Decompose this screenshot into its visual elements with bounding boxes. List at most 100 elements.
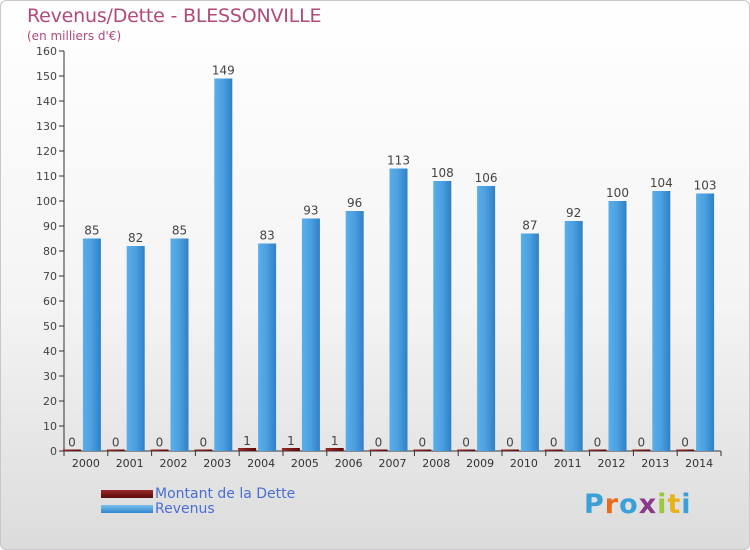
logo-letter: x [638, 489, 658, 520]
logo-letter: i [681, 489, 692, 520]
y-tick-label: 60 [43, 295, 57, 308]
logo-letter: o [619, 489, 639, 520]
x-tick-label: 2003 [203, 457, 231, 470]
data-label-dette: 0 [199, 436, 207, 450]
x-tick-label: 2004 [247, 457, 275, 470]
bar-dette [106, 449, 125, 451]
y-tick-label: 90 [43, 220, 57, 233]
data-label-revenus: 149 [212, 64, 235, 78]
data-label-revenus: 93 [303, 204, 318, 218]
bar-dette [457, 449, 476, 451]
bar-dette [150, 449, 169, 451]
x-tick-label: 2012 [598, 457, 626, 470]
bar-revenus [608, 201, 627, 451]
x-tick-label: 2002 [160, 457, 188, 470]
y-tick-label: 50 [43, 320, 57, 333]
y-tick-label: 100 [36, 195, 57, 208]
legend-item-revenus: Revenus [101, 502, 295, 517]
legend-item-dette: Montant de la Dette [101, 487, 295, 502]
data-label-dette: 0 [462, 436, 470, 450]
data-label-dette: 1 [331, 434, 339, 448]
data-label-revenus: 106 [475, 171, 498, 185]
legend-label-revenus: Revenus [155, 501, 215, 517]
logo-letter: t [667, 489, 682, 520]
data-label-revenus: 108 [431, 166, 454, 180]
legend-swatch-revenus [101, 505, 153, 513]
legend-swatch-dette [101, 490, 153, 498]
x-tick-label: 2013 [641, 457, 669, 470]
y-tick-label: 110 [36, 170, 57, 183]
data-label-dette: 0 [112, 436, 120, 450]
x-tick-label: 2006 [335, 457, 363, 470]
bar-dette [194, 449, 213, 451]
data-label-dette: 0 [418, 436, 426, 450]
bar-revenus [258, 243, 277, 451]
x-tick-label: 2011 [554, 457, 582, 470]
data-label-dette: 1 [243, 434, 251, 448]
x-tick-label: 2000 [72, 457, 100, 470]
legend-label-dette: Montant de la Dette [155, 486, 296, 502]
y-tick-label: 70 [43, 270, 57, 283]
x-tick-label: 2014 [685, 457, 713, 470]
bar-revenus [126, 246, 145, 451]
bar-revenus [477, 186, 496, 451]
y-tick-label: 80 [43, 245, 57, 258]
data-label-dette: 1 [287, 434, 295, 448]
logo-letter: P [584, 489, 605, 520]
bar-dette [500, 449, 519, 451]
bar-revenus [345, 211, 364, 451]
proxiti-logo: Proxiti [584, 489, 692, 521]
y-tick-label: 30 [43, 370, 57, 383]
data-label-revenus: 96 [347, 196, 362, 210]
y-tick-label: 20 [43, 395, 57, 408]
data-label-revenus: 82 [128, 231, 143, 245]
bar-dette [62, 449, 81, 451]
data-label-revenus: 85 [172, 224, 187, 238]
bar-dette [588, 449, 607, 451]
chart-subtitle: (en milliers d'€) [27, 29, 122, 43]
bar-revenus [520, 233, 539, 451]
bar-dette [238, 448, 257, 451]
bar-revenus [170, 238, 189, 451]
data-label-dette: 0 [156, 436, 164, 450]
data-label-revenus: 100 [606, 186, 629, 200]
bar-revenus [564, 221, 583, 451]
bar-revenus [214, 78, 233, 451]
bar-revenus [301, 218, 320, 451]
y-tick-label: 160 [36, 45, 57, 58]
y-tick-label: 0 [50, 445, 57, 458]
y-tick-label: 10 [43, 420, 57, 433]
chart-legend: Montant de la Dette Revenus [101, 487, 295, 517]
bar-dette [544, 449, 563, 451]
data-label-revenus: 83 [259, 229, 274, 243]
x-tick-label: 2005 [291, 457, 319, 470]
x-tick-label: 2009 [466, 457, 494, 470]
bar-dette [632, 449, 651, 451]
data-label-revenus: 103 [694, 179, 717, 193]
bar-revenus [696, 193, 715, 451]
chart-title: Revenus/Dette - BLESSONVILLE [27, 5, 322, 27]
bar-dette [281, 448, 300, 451]
x-tick-label: 2008 [422, 457, 450, 470]
bar-revenus [652, 191, 671, 451]
data-label-dette: 0 [637, 436, 645, 450]
bar-dette [676, 449, 695, 451]
data-label-revenus: 87 [522, 219, 537, 233]
x-tick-label: 2007 [379, 457, 407, 470]
bar-revenus [82, 238, 101, 451]
data-label-dette: 0 [681, 436, 689, 450]
data-label-revenus: 92 [566, 206, 581, 220]
bar-revenus [433, 181, 452, 451]
y-tick-label: 120 [36, 145, 57, 158]
bar-dette [413, 449, 432, 451]
data-label-revenus: 113 [387, 154, 410, 168]
data-label-dette: 0 [375, 436, 383, 450]
x-tick-label: 2001 [116, 457, 144, 470]
data-label-revenus: 104 [650, 176, 673, 190]
data-label-dette: 0 [68, 436, 76, 450]
data-label-dette: 0 [550, 436, 558, 450]
data-label-dette: 0 [506, 436, 514, 450]
bar-dette [325, 448, 344, 451]
